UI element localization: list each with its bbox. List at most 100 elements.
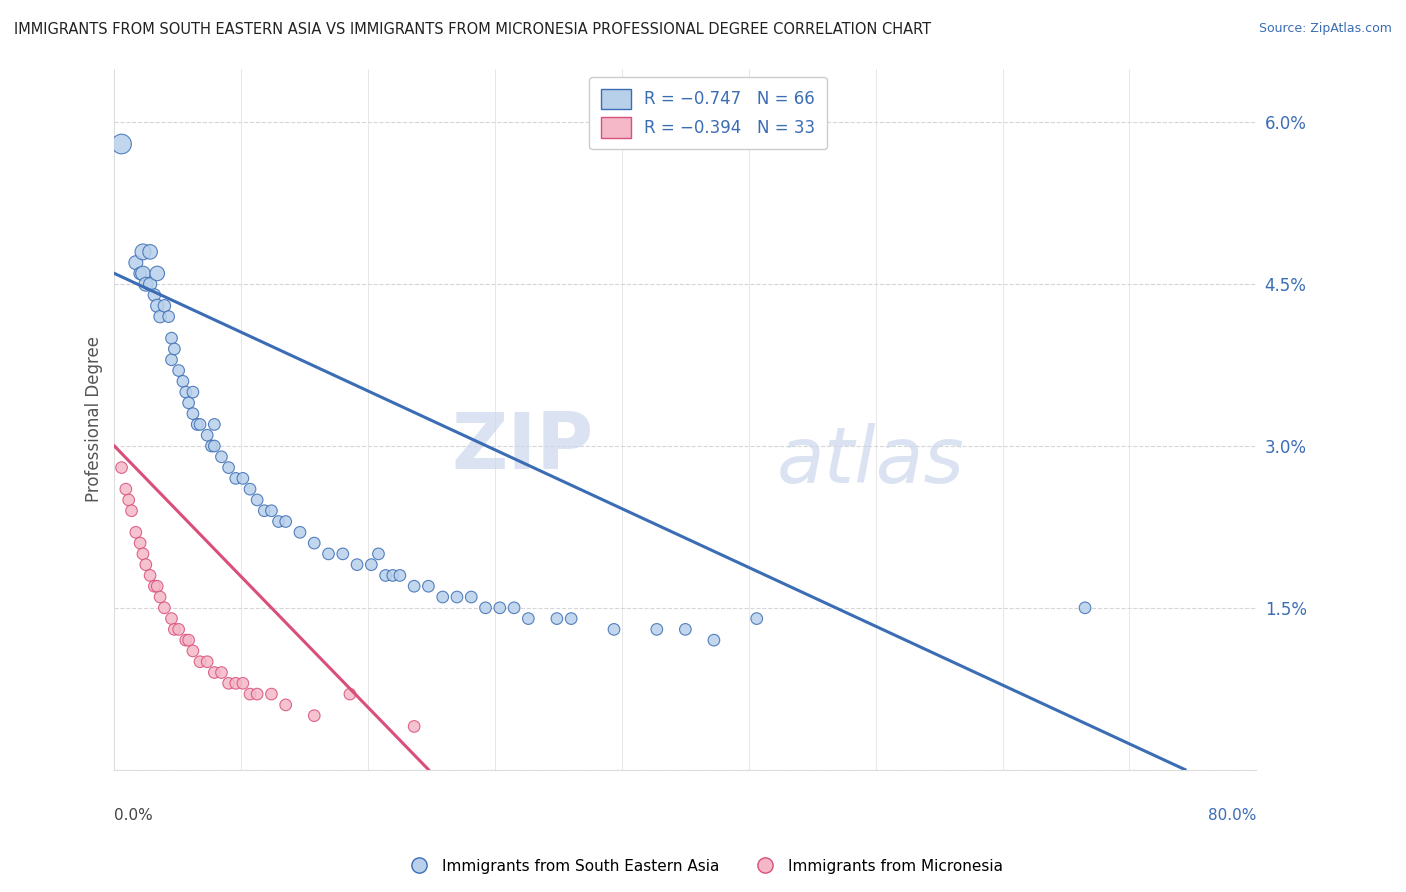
Text: 80.0%: 80.0%	[1208, 808, 1257, 823]
Point	[139, 568, 162, 582]
Point	[404, 719, 426, 733]
Point	[135, 558, 157, 572]
Point	[474, 600, 496, 615]
Point	[143, 579, 166, 593]
Point	[174, 385, 197, 400]
Point	[188, 655, 211, 669]
Point	[260, 687, 283, 701]
Point	[177, 396, 200, 410]
Point	[163, 342, 186, 356]
Point	[110, 460, 132, 475]
Point	[560, 611, 582, 625]
Text: 0.0%: 0.0%	[114, 808, 153, 823]
Point	[346, 558, 368, 572]
Point	[745, 611, 768, 625]
Point	[200, 439, 222, 453]
Text: ZIP: ZIP	[451, 409, 593, 485]
Point	[129, 536, 152, 550]
Point	[114, 482, 136, 496]
Text: Source: ZipAtlas.com: Source: ZipAtlas.com	[1258, 22, 1392, 36]
Point	[388, 568, 411, 582]
Point	[181, 407, 204, 421]
Point	[488, 600, 510, 615]
Y-axis label: Professional Degree: Professional Degree	[86, 336, 103, 502]
Point	[139, 244, 162, 259]
Point	[211, 665, 233, 680]
Text: IMMIGRANTS FROM SOUTH EASTERN ASIA VS IMMIGRANTS FROM MICRONESIA PROFESSIONAL DE: IMMIGRANTS FROM SOUTH EASTERN ASIA VS IM…	[14, 22, 931, 37]
Point	[202, 665, 225, 680]
Point	[225, 676, 247, 690]
Point	[121, 504, 143, 518]
Point	[132, 267, 155, 281]
Point	[132, 547, 155, 561]
Point	[174, 633, 197, 648]
Point	[153, 299, 176, 313]
Point	[181, 385, 204, 400]
Point	[139, 277, 162, 292]
Point	[211, 450, 233, 464]
Point	[218, 460, 240, 475]
Point	[129, 267, 152, 281]
Point	[381, 568, 404, 582]
Point	[673, 623, 696, 637]
Point	[146, 579, 169, 593]
Point	[239, 687, 262, 701]
Point	[172, 374, 194, 388]
Point	[339, 687, 361, 701]
Point	[1074, 600, 1097, 615]
Point	[274, 698, 297, 712]
Point	[132, 244, 155, 259]
Point	[149, 590, 172, 604]
Point	[181, 644, 204, 658]
Point	[167, 623, 190, 637]
Point	[418, 579, 440, 593]
Legend: R = −0.747   N = 66, R = −0.394   N = 33: R = −0.747 N = 66, R = −0.394 N = 33	[589, 77, 827, 149]
Point	[160, 331, 183, 345]
Point	[177, 633, 200, 648]
Point	[232, 471, 254, 485]
Point	[267, 515, 290, 529]
Point	[163, 623, 186, 637]
Point	[125, 255, 148, 269]
Legend: Immigrants from South Eastern Asia, Immigrants from Micronesia: Immigrants from South Eastern Asia, Immi…	[398, 853, 1008, 880]
Point	[332, 547, 354, 561]
Point	[160, 611, 183, 625]
Point	[188, 417, 211, 432]
Text: atlas: atlas	[776, 423, 965, 500]
Point	[157, 310, 180, 324]
Point	[246, 492, 269, 507]
Point	[260, 504, 283, 518]
Point	[645, 623, 668, 637]
Point	[304, 708, 326, 723]
Point	[195, 655, 218, 669]
Point	[432, 590, 454, 604]
Point	[149, 310, 172, 324]
Point	[517, 611, 540, 625]
Point	[218, 676, 240, 690]
Point	[503, 600, 526, 615]
Point	[110, 136, 132, 151]
Point	[404, 579, 426, 593]
Point	[274, 515, 297, 529]
Point	[125, 525, 148, 540]
Point	[603, 623, 626, 637]
Point	[202, 417, 225, 432]
Point	[367, 547, 389, 561]
Point	[146, 267, 169, 281]
Point	[246, 687, 269, 701]
Point	[167, 363, 190, 377]
Point	[153, 600, 176, 615]
Point	[253, 504, 276, 518]
Point	[160, 352, 183, 367]
Point	[360, 558, 382, 572]
Point	[202, 439, 225, 453]
Point	[118, 492, 141, 507]
Point	[143, 288, 166, 302]
Point	[460, 590, 482, 604]
Point	[146, 299, 169, 313]
Point	[703, 633, 725, 648]
Point	[135, 277, 157, 292]
Point	[186, 417, 208, 432]
Point	[374, 568, 396, 582]
Point	[546, 611, 568, 625]
